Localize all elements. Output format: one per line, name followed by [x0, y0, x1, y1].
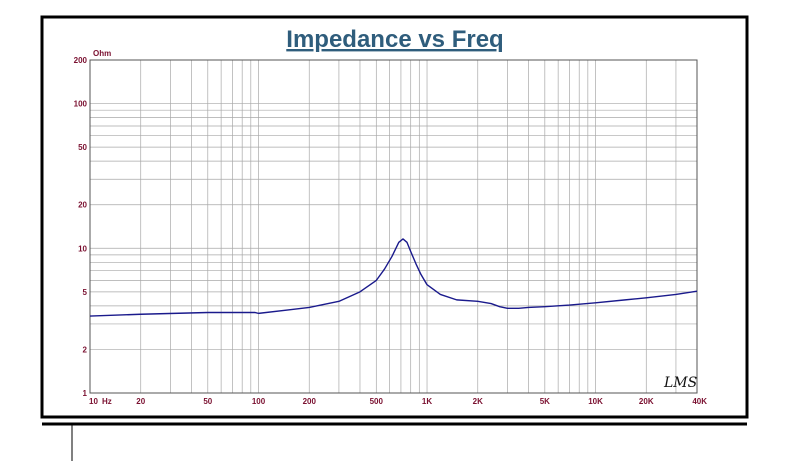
y-tick-label: 1: [83, 389, 88, 398]
impedance-curve: [89, 238, 698, 317]
x-tick-label: 1K: [422, 397, 432, 406]
x-tick-label: 40K: [692, 397, 707, 406]
x-tick-label: 20: [136, 397, 145, 406]
x-tick-label: 20K: [639, 397, 654, 406]
x-axis-ticks: 10 20 50 100 200 500 1K 2K 5K 10K 20K 40K: [89, 397, 707, 406]
x-tick-label: 50: [203, 397, 212, 406]
x-tick-label: 10K: [588, 397, 603, 406]
x-tick-label: 10: [89, 397, 98, 406]
y-axis-ticks: 1 2 5 10 20 50 100 200: [74, 56, 88, 398]
x-tick-label: 100: [252, 397, 266, 406]
x-tick-label: 2K: [473, 397, 483, 406]
y-tick-label: 2: [83, 345, 88, 354]
y-tick-label: 10: [78, 244, 87, 253]
page-frame: [40, 15, 749, 461]
grid: [89, 59, 698, 394]
plot-border: [89, 59, 698, 394]
chart-title: Impedance vs Freq: [286, 26, 503, 53]
y-tick-label: 50: [78, 143, 87, 152]
lms-logo: LMS: [663, 375, 697, 391]
y-tick-label: 200: [74, 56, 88, 65]
y-tick-label: 5: [83, 288, 88, 297]
y-tick-label: 100: [74, 100, 88, 109]
x-tick-label: 200: [303, 397, 317, 406]
y-tick-label: 20: [78, 201, 87, 210]
x-tick-label: 5K: [540, 397, 550, 406]
series: [89, 238, 698, 317]
x-unit-label: Hz: [102, 397, 112, 406]
x-tick-label: 500: [370, 397, 384, 406]
y-unit-label: Ohm: [93, 49, 111, 58]
